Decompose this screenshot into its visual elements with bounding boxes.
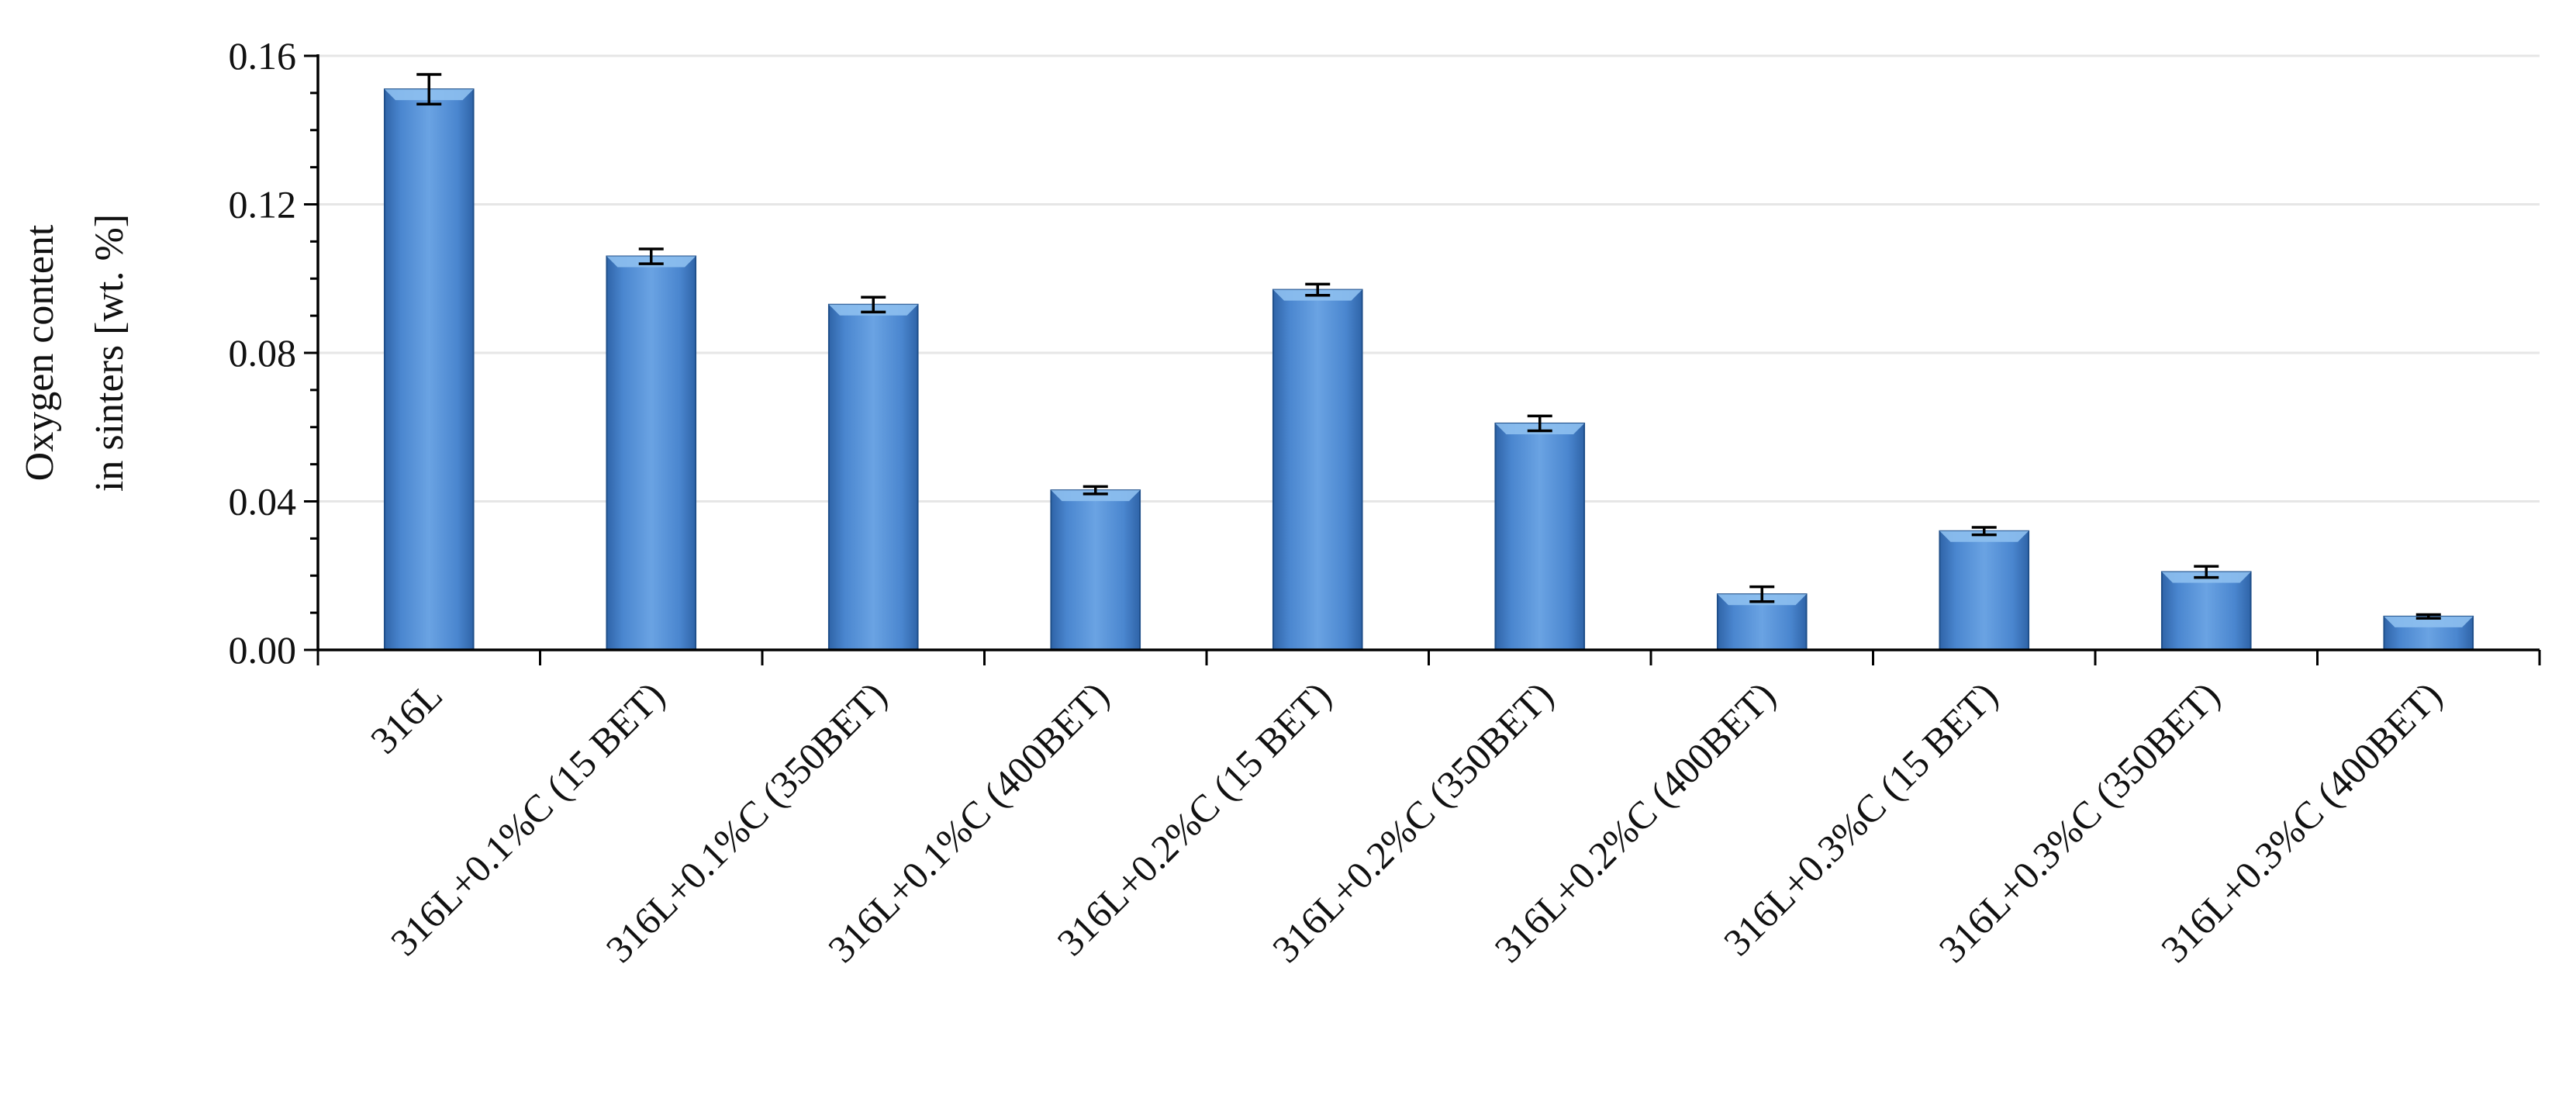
error-bar-7 (1749, 585, 1775, 603)
y-tick-label: 0.16 (229, 34, 297, 78)
y-tick-label: 0.12 (229, 183, 297, 226)
error-bar-9 (2194, 565, 2219, 579)
bar-3 (827, 303, 919, 651)
y-axis-title-line-2: in sinters [wt. %] (88, 214, 132, 492)
bar (1939, 530, 2030, 651)
error-bar-4 (1083, 485, 1108, 496)
bar-4 (1050, 489, 1141, 651)
bar (2160, 571, 2252, 651)
bar (1494, 422, 1586, 651)
bar-6 (1494, 422, 1586, 651)
bar (827, 303, 919, 651)
error-bar-10 (2415, 613, 2441, 620)
bar-8 (1939, 530, 2030, 651)
y-tick-label: 0.08 (229, 331, 297, 375)
error-bar-5 (1305, 282, 1331, 297)
x-category-label: 316L (362, 673, 451, 762)
bar-2 (606, 255, 697, 651)
error-bar-3 (861, 295, 886, 314)
bar-5 (1272, 288, 1363, 651)
bar-top-bevel (1939, 530, 2029, 542)
bars (383, 73, 2474, 651)
bar-1 (383, 88, 475, 651)
error-bar-8 (1971, 526, 1997, 537)
bar-top-bevel (2384, 616, 2474, 627)
y-axis-title-line-1: Oxygen content (18, 224, 62, 481)
bar (1272, 288, 1363, 651)
bar (606, 255, 697, 651)
y-tick-label: 0.04 (229, 480, 297, 523)
error-bar-2 (638, 247, 664, 265)
y-tick-label: 0.00 (229, 628, 297, 672)
bar (383, 88, 475, 651)
bar-10 (2383, 615, 2474, 651)
error-bar-6 (1527, 414, 1552, 433)
bar-9 (2160, 571, 2252, 651)
axes (304, 54, 2541, 665)
error-bar-1 (416, 73, 442, 105)
bar (1050, 489, 1141, 651)
bar-top-bevel (1051, 490, 1141, 502)
